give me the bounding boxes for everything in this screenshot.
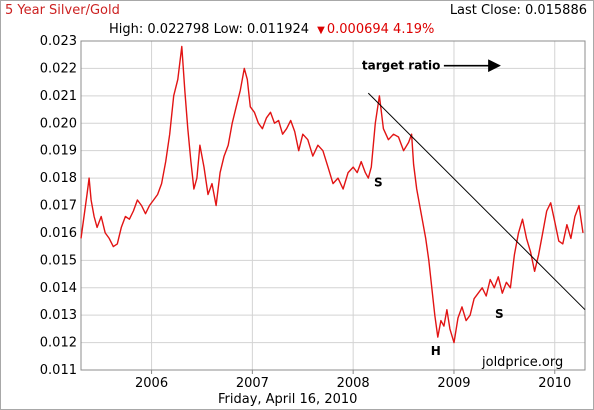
annotations: target ratio S H S (362, 59, 586, 358)
y-tick-label: 0.016 (40, 226, 77, 241)
last-close-label: Last Close: (449, 3, 521, 18)
silver-gold-ratio-line (80, 45, 584, 344)
y-axis-ticks: 0.011 0.012 0.013 0.014 0.015 0.016 0.017 0.018… (40, 34, 77, 378)
low-value: 0.011924 (247, 22, 310, 37)
stats-row: High: 0.022798 Low: 0.011924 ▼ 0.000694 4… (109, 22, 434, 37)
down-triangle-icon: ▼ (317, 25, 325, 36)
y-tick-label: 0.014 (40, 281, 77, 296)
y-tick-label: 0.015 (40, 253, 77, 268)
change-value: 0.000694 (326, 22, 389, 37)
x-tick-label: 2006 (135, 376, 168, 391)
high-value: 0.022798 (147, 22, 210, 37)
watermark-text: joldprice.org (481, 355, 563, 370)
change-percent: 4.19% (393, 22, 435, 37)
trendline (367, 92, 586, 311)
y-tick-label: 0.012 (40, 336, 77, 351)
footer-date: Friday, April 16, 2010 (218, 392, 358, 407)
y-tick-label: 0.013 (40, 308, 77, 323)
y-tick-label: 0.020 (40, 116, 77, 131)
plot-area-border (80, 40, 586, 371)
y-tick-label: 0.022 (40, 61, 77, 76)
x-axis-ticks: 2006 2007 2008 2009 2010 (135, 370, 571, 391)
x-tick-label: 2010 (538, 376, 571, 391)
high-label: High: (109, 22, 144, 37)
x-tick-label: 2008 (337, 376, 370, 391)
grid-lines (81, 40, 585, 371)
y-tick-label: 0.019 (40, 144, 77, 159)
price-chart: 0.011 0.012 0.013 0.014 0.015 0.016 0.017 0.018… (40, 34, 586, 391)
head-label: H (431, 344, 441, 358)
last-close: Last Close: 0.015886 (450, 3, 587, 18)
y-tick-label: 0.018 (40, 171, 77, 186)
chart-title: 5 Year Silver/Gold (5, 3, 120, 18)
x-tick-label: 2009 (437, 376, 470, 391)
last-close-value: 0.015886 (524, 3, 587, 18)
low-label: Low: (213, 22, 243, 37)
shoulder-label: S (374, 175, 383, 189)
shoulder-label: S (495, 307, 504, 321)
y-tick-label: 0.011 (40, 363, 77, 378)
y-tick-label: 0.017 (40, 199, 77, 214)
target-ratio-label: target ratio (362, 59, 441, 73)
x-tick-label: 2007 (236, 376, 269, 391)
y-tick-label: 0.023 (40, 34, 77, 49)
y-tick-label: 0.021 (40, 89, 77, 104)
